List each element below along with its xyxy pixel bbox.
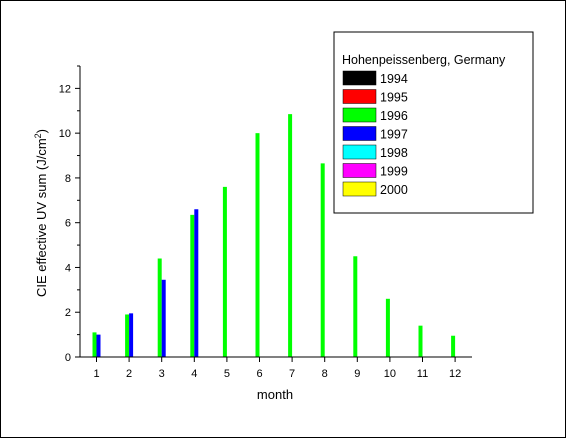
y-tick-label: 0 [65, 352, 71, 364]
x-tick-label: 7 [289, 368, 295, 380]
legend-swatch-2000 [342, 181, 377, 197]
legend: Hohenpeissenberg, Germany 19941995199619… [333, 31, 534, 214]
legend-entries: 1994 1995 1996 1997 1998 1999 2000 [342, 70, 408, 197]
bar-1996-7 [288, 114, 293, 357]
bar-1996-11 [418, 325, 423, 357]
bar-1997-4 [194, 209, 199, 357]
bar-1997-1 [96, 334, 101, 357]
legend-swatch-1994 [342, 70, 377, 86]
bar-1996-9 [353, 256, 358, 357]
legend-swatch-1998 [342, 144, 377, 160]
x-tick-label: 12 [449, 368, 461, 380]
legend-label-1994: 1994 [380, 72, 408, 86]
bar-1997-3 [161, 279, 166, 357]
plot-area [92, 114, 456, 357]
x-tick-label: 1 [93, 368, 99, 380]
legend-label-2000: 2000 [380, 183, 408, 197]
bar-1996-4 [190, 214, 195, 357]
legend-label-1999: 1999 [380, 165, 408, 179]
legend-swatch-1995 [342, 89, 377, 104]
legend-label-1996: 1996 [380, 109, 408, 123]
bar-1996-6 [255, 133, 260, 357]
x-tick-label: 2 [126, 368, 132, 380]
legend-label-1995: 1995 [380, 91, 408, 105]
y-axis-title-main: CIE effective UV sum (J/cm [34, 138, 49, 297]
legend-title: Hohenpeissenberg, Germany [342, 53, 506, 67]
bar-1996-5 [222, 186, 227, 357]
bar-1996-3 [157, 258, 162, 357]
x-axis-title: month [257, 387, 293, 402]
y-tick-label: 2 [65, 307, 71, 319]
bar-1996-1 [92, 332, 97, 357]
x-tick-label: 10 [384, 368, 396, 380]
y-axis-title: CIE effective UV sum (J/cm2) [33, 129, 49, 297]
bar-1996-8 [320, 163, 325, 357]
legend-label-1997: 1997 [380, 128, 408, 142]
x-tick-label: 11 [417, 368, 428, 380]
legend-swatch-1997 [342, 126, 377, 141]
bar-1996-12 [451, 335, 456, 357]
y-tick-label: 10 [59, 128, 71, 140]
y-axis-title-sup: 2 [33, 133, 43, 138]
legend-label-1998: 1998 [380, 146, 408, 160]
legend-swatch-1996 [342, 107, 377, 123]
y-tick-label: 8 [65, 173, 71, 185]
y-tick-label: 6 [65, 218, 71, 230]
y-tick-label: 4 [65, 262, 71, 274]
bar-1997-2 [129, 313, 134, 357]
x-tick-label: 8 [322, 368, 328, 380]
y-tick-label: 12 [59, 83, 71, 95]
x-tick-label: 5 [224, 368, 230, 380]
legend-swatch-1999 [342, 163, 377, 178]
x-tick-label: 4 [191, 368, 197, 380]
x-tick-label: 9 [354, 368, 360, 380]
bar-1996-2 [125, 314, 130, 357]
bar-1996-10 [385, 298, 390, 357]
x-tick-label: 6 [256, 368, 262, 380]
x-tick-label: 3 [159, 368, 165, 380]
y-axis-title-end: ) [34, 129, 49, 133]
